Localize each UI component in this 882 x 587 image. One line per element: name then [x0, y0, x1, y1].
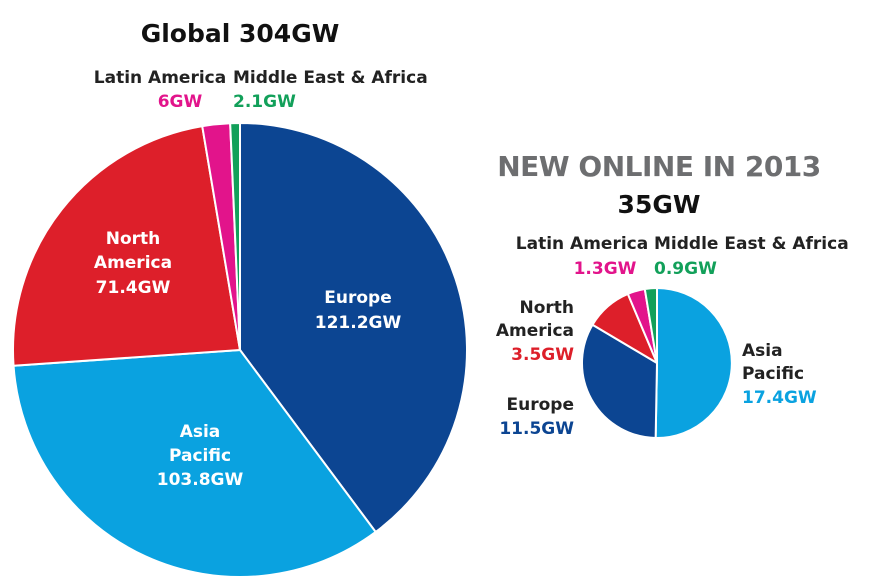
- new-online-2013-pie-chart: NEW ONLINE IN 2013 35GW Latin America 1.…: [496, 150, 849, 439]
- new-value-middle-east-africa: 0.9GW: [654, 259, 717, 279]
- new-online-title: NEW ONLINE IN 2013: [497, 150, 821, 183]
- new-label-europe: Europe: [507, 395, 574, 415]
- global-label-europe: Europe: [324, 288, 391, 308]
- new-label-asia-pacific-1: Asia: [742, 341, 783, 361]
- global-label-latin-america: Latin America: [94, 68, 226, 88]
- global-value-middle-east-africa: 2.1GW: [233, 92, 296, 112]
- new-label-north-america-2: America: [496, 321, 574, 341]
- new-label-asia-pacific-2: Pacific: [742, 364, 804, 384]
- global-slice-europe: [239, 122, 468, 533]
- global-label-asia-pacific-1: Asia: [180, 422, 221, 442]
- global-value-north-america: 71.4GW: [96, 278, 171, 298]
- global-title: Global 304GW: [141, 19, 340, 48]
- new-value-europe: 11.5GW: [499, 419, 574, 439]
- global-label-asia-pacific-2: Pacific: [169, 446, 231, 466]
- global-slice-middle-east-africa: [229, 121, 241, 351]
- new-value-latin-america: 1.3GW: [574, 259, 637, 279]
- global-label-north-america-2: America: [94, 253, 172, 273]
- global-value-latin-america: 6GW: [158, 92, 203, 112]
- new-online-subtitle: 35GW: [618, 190, 701, 219]
- new-label-middle-east-africa: Middle East & Africa: [654, 234, 849, 254]
- global-pie-slices: [12, 121, 468, 578]
- global-label-north-america-1: North: [106, 229, 161, 249]
- new-value-asia-pacific: 17.4GW: [742, 388, 817, 408]
- global-value-asia-pacific: 103.8GW: [157, 470, 244, 490]
- global-slice-asia-pacific: [12, 349, 377, 578]
- new-online-slice-asia-pacific: [654, 287, 733, 439]
- new-label-latin-america: Latin America: [516, 234, 648, 254]
- global-pie-chart: Global 304GW Latin America 6GW Middle Ea…: [12, 19, 468, 578]
- new-label-north-america-1: North: [519, 298, 574, 318]
- new-online-pie-slices: [581, 287, 733, 439]
- global-value-europe: 121.2GW: [315, 313, 402, 333]
- new-online-slice-middle-east-africa: [643, 287, 658, 364]
- new-value-north-america: 3.5GW: [511, 345, 574, 365]
- global-slice-north-america: [12, 125, 241, 367]
- global-label-middle-east-africa: Middle East & Africa: [233, 68, 428, 88]
